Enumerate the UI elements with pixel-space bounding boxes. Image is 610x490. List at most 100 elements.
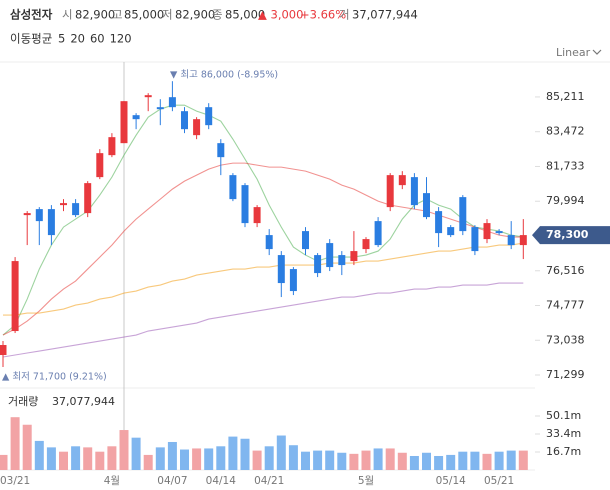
volume-bar	[470, 451, 480, 470]
volume-bar	[180, 449, 189, 470]
candle-body	[193, 119, 201, 136]
x-tick-label: 04/07	[157, 475, 187, 487]
candle-body	[362, 239, 370, 250]
volume-bar	[204, 448, 214, 470]
legend-entry: 120	[110, 32, 132, 46]
volume-bar	[482, 453, 492, 470]
volume-bar	[155, 447, 165, 470]
x-tick-label: 04/21	[254, 475, 284, 487]
volume-tick-label: 50.1m	[546, 409, 581, 422]
candle-body	[241, 185, 249, 224]
candle-body	[47, 209, 55, 236]
volume-bar	[458, 451, 468, 470]
candle-body	[72, 203, 80, 216]
volume-tick-label: 16.7m	[546, 445, 581, 458]
volume-bar	[264, 446, 274, 470]
candle-body	[289, 269, 297, 292]
candle-body	[507, 235, 515, 246]
candle-body	[495, 231, 503, 234]
volume-bar	[119, 430, 129, 470]
volume-bar	[434, 455, 444, 470]
volume-bar	[167, 441, 177, 470]
volume-bar	[71, 446, 81, 470]
y-tick-label: 74,777	[546, 299, 585, 312]
volume-bar	[494, 451, 504, 470]
moving-average	[2, 162, 524, 336]
candle-body	[253, 207, 261, 224]
high-label: 고	[112, 8, 123, 22]
volume-bar	[301, 451, 310, 470]
volume-bar	[385, 448, 395, 470]
volume-bar	[240, 438, 250, 470]
volume-bar	[131, 437, 141, 470]
scale-mode[interactable]: Linear	[556, 46, 591, 59]
volume-bar	[422, 452, 431, 470]
volume-bar	[46, 447, 56, 470]
candle-body	[423, 193, 430, 218]
legend-entry: 5	[58, 32, 65, 46]
candle-body	[168, 97, 176, 108]
moving-average	[3, 242, 524, 316]
legend-entry: 20	[70, 32, 85, 46]
candle-body	[350, 251, 358, 262]
candle-body	[217, 143, 225, 158]
x-tick-label: 5월	[358, 475, 374, 487]
volume-bar	[409, 455, 419, 470]
volume-bar	[83, 447, 93, 470]
candle-body	[410, 177, 418, 206]
volume-bar	[228, 436, 238, 470]
candle-body	[96, 153, 104, 178]
candle-body	[398, 175, 406, 186]
dropdown-icon[interactable]	[592, 49, 602, 55]
candle-body	[447, 227, 455, 236]
volume-bar	[337, 452, 347, 470]
volume-bar	[349, 453, 359, 470]
candle-body	[0, 345, 7, 356]
moving-average	[2, 282, 524, 358]
x-tick-label: 05/14	[436, 475, 467, 487]
y-tick-label: 76,516	[546, 264, 585, 277]
open-label: 시	[62, 8, 73, 22]
candle-body	[277, 255, 285, 284]
low-label: 저	[162, 8, 173, 22]
change: ▲ 3,000	[258, 8, 303, 22]
high-annotation: ▼ 최고 86,000 (-8.95%)	[170, 70, 278, 81]
candle-body	[23, 213, 31, 216]
candle-body	[314, 255, 322, 274]
y-tick-label: 79,994	[546, 194, 585, 207]
volume-bar	[397, 452, 407, 470]
candle-body	[386, 175, 394, 208]
candle-body	[60, 203, 67, 206]
legend-title: 이동평균	[10, 32, 52, 46]
x-tick-label: 03/21	[0, 475, 30, 487]
y-tick-label: 73,038	[546, 333, 585, 346]
volume-bar	[373, 448, 383, 470]
x-tick-label: 04/14	[206, 475, 237, 487]
candle-body	[120, 101, 128, 144]
volume-bar	[216, 446, 226, 470]
change-pct: +3.66%	[300, 8, 346, 22]
volume-bar	[518, 450, 528, 470]
y-tick-label: 85,211	[546, 90, 585, 103]
candle-body	[11, 261, 19, 332]
moving-average	[2, 104, 524, 336]
candle-body	[459, 197, 467, 232]
volume-bar	[192, 448, 202, 470]
last-price-badge	[532, 226, 610, 245]
x-tick-label: 4월	[104, 475, 120, 487]
volume-bar	[313, 450, 323, 470]
candle-body	[265, 235, 273, 250]
volume-bar	[34, 440, 44, 470]
candle-body	[483, 223, 491, 240]
volume-bar	[107, 446, 117, 470]
candle-body	[35, 209, 43, 222]
candle-body	[132, 115, 140, 120]
candle-body	[84, 183, 92, 214]
volume-bar	[361, 450, 371, 470]
candle-body	[108, 137, 116, 156]
volume-bar	[95, 451, 105, 470]
volume-bar	[0, 454, 8, 470]
candle-body	[435, 211, 443, 234]
low-annotation: ▲ 최저 71,700 (9.21%)	[2, 372, 107, 383]
